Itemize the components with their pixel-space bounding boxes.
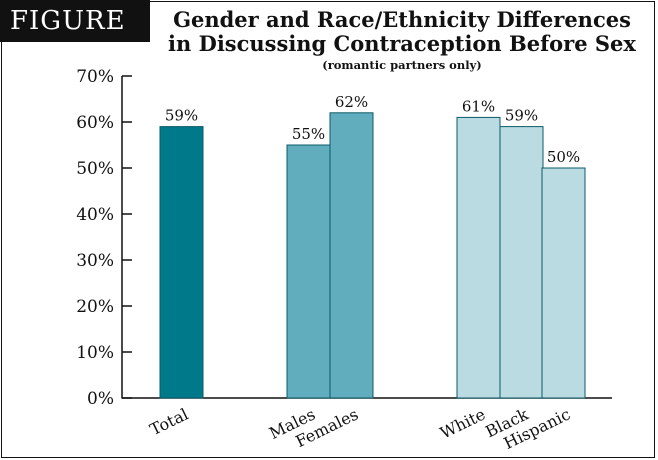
- figure-tab-label: FIGURE 6: [10, 6, 126, 78]
- figure-tab: FIGURE 6: [0, 0, 150, 78]
- value-label-black: 59%: [505, 107, 538, 125]
- value-labels: 59% 55% 62% 61% 59% 50%: [165, 93, 580, 166]
- bar-total: [159, 126, 204, 399]
- y-tick-label: 40%: [76, 205, 114, 225]
- bar-white: [456, 116, 501, 399]
- value-label-males: 55%: [292, 125, 325, 143]
- value-label-hispanic: 50%: [547, 148, 580, 166]
- value-label-females: 62%: [335, 93, 368, 111]
- bar-hispanic: [541, 167, 586, 399]
- chart-title: Gender and Race/Ethnicity Differences in…: [168, 7, 636, 56]
- y-tick-label: 60%: [76, 113, 114, 133]
- y-tick-label: 70%: [76, 67, 114, 87]
- y-tick-label: 0%: [87, 389, 114, 409]
- y-tick-label: 50%: [76, 159, 114, 179]
- category-label-total: Total: [147, 405, 191, 440]
- chart-subtitle: (romantic partners only): [322, 58, 482, 72]
- bar-males: [286, 144, 331, 399]
- y-tick-label: 30%: [76, 251, 114, 271]
- bar-females: [329, 112, 374, 399]
- y-tick-label: 10%: [76, 343, 114, 363]
- bar-black: [499, 126, 544, 399]
- category-label-white: White: [437, 405, 488, 443]
- y-tick-label: 20%: [76, 297, 114, 317]
- value-label-white: 61%: [462, 97, 495, 115]
- y-axis: 0% 10% 20% 30% 40% 50% 60% 70%: [76, 67, 612, 409]
- value-label-total: 59%: [165, 107, 198, 125]
- bars: [159, 112, 586, 399]
